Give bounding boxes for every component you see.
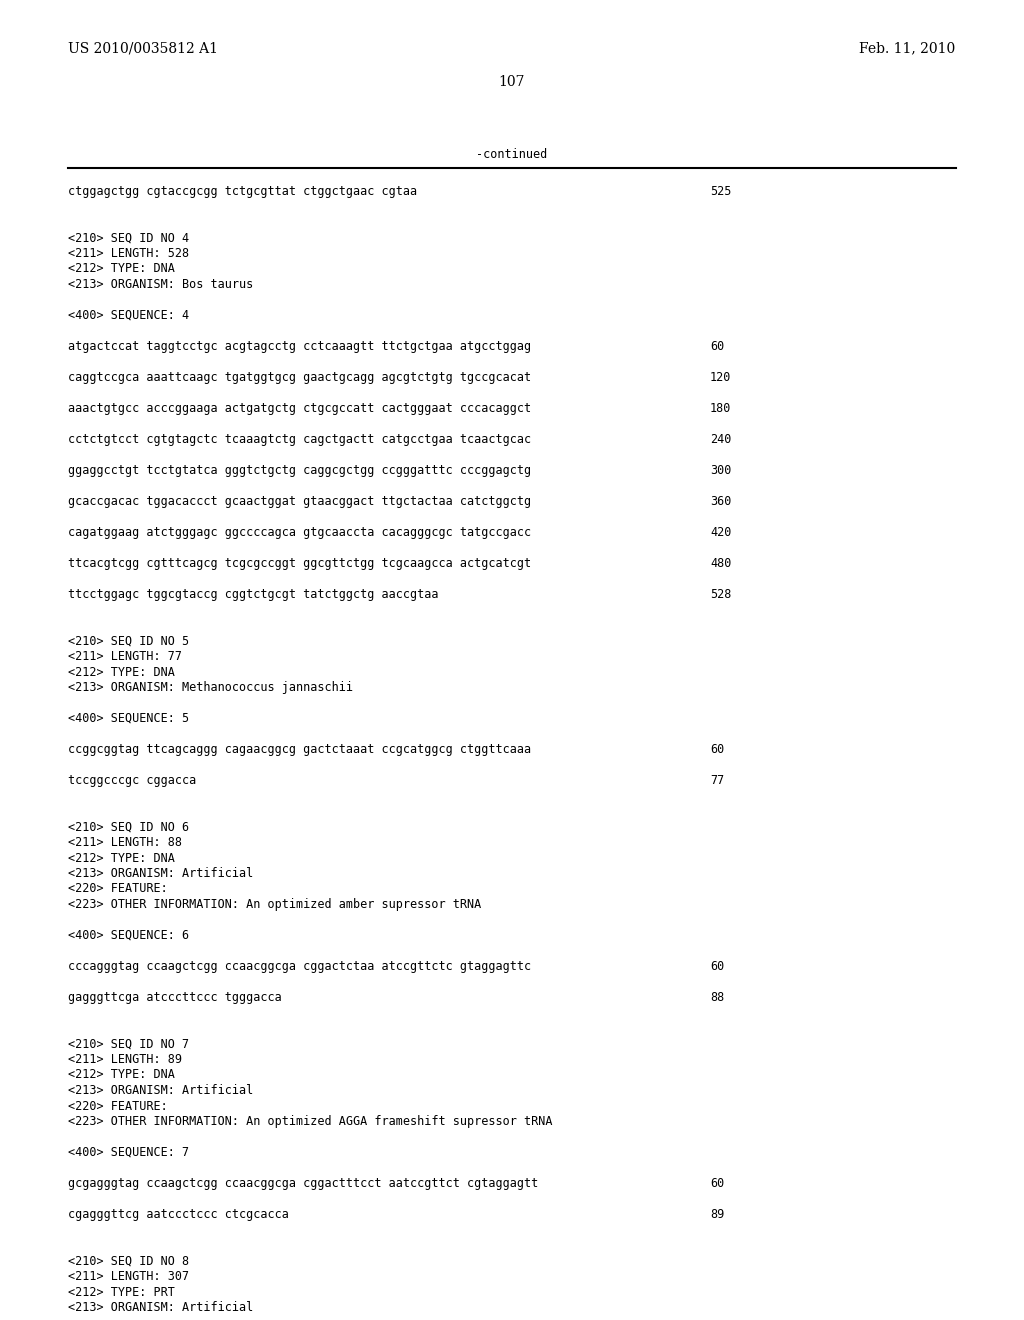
Text: Feb. 11, 2010: Feb. 11, 2010 [859, 41, 955, 55]
Text: <211> LENGTH: 528: <211> LENGTH: 528 [68, 247, 189, 260]
Text: cctctgtcct cgtgtagctc tcaaagtctg cagctgactt catgcctgaa tcaactgcac: cctctgtcct cgtgtagctc tcaaagtctg cagctga… [68, 433, 531, 446]
Text: 300: 300 [710, 465, 731, 477]
Text: <210> SEQ ID NO 5: <210> SEQ ID NO 5 [68, 635, 189, 648]
Text: <211> LENGTH: 89: <211> LENGTH: 89 [68, 1053, 182, 1067]
Text: 180: 180 [710, 403, 731, 414]
Text: 60: 60 [710, 960, 724, 973]
Text: 77: 77 [710, 774, 724, 787]
Text: <210> SEQ ID NO 4: <210> SEQ ID NO 4 [68, 231, 189, 244]
Text: US 2010/0035812 A1: US 2010/0035812 A1 [68, 41, 218, 55]
Text: <210> SEQ ID NO 7: <210> SEQ ID NO 7 [68, 1038, 189, 1051]
Text: ttcacgtcgg cgtttcagcg tcgcgccggt ggcgttctgg tcgcaagcca actgcatcgt: ttcacgtcgg cgtttcagcg tcgcgccggt ggcgttc… [68, 557, 531, 570]
Text: aaactgtgcc acccggaaga actgatgctg ctgcgccatt cactgggaat cccacaggct: aaactgtgcc acccggaaga actgatgctg ctgcgcc… [68, 403, 531, 414]
Text: 528: 528 [710, 587, 731, 601]
Text: <212> TYPE: DNA: <212> TYPE: DNA [68, 1068, 175, 1081]
Text: 360: 360 [710, 495, 731, 508]
Text: gagggttcga atcccttccc tgggacca: gagggttcga atcccttccc tgggacca [68, 991, 282, 1005]
Text: <213> ORGANISM: Bos taurus: <213> ORGANISM: Bos taurus [68, 279, 253, 290]
Text: <400> SEQUENCE: 4: <400> SEQUENCE: 4 [68, 309, 189, 322]
Text: <211> LENGTH: 77: <211> LENGTH: 77 [68, 649, 182, 663]
Text: ctggagctgg cgtaccgcgg tctgcgttat ctggctgaac cgtaa: ctggagctgg cgtaccgcgg tctgcgttat ctggctg… [68, 185, 417, 198]
Text: 60: 60 [710, 1177, 724, 1191]
Text: <213> ORGANISM: Artificial: <213> ORGANISM: Artificial [68, 867, 253, 880]
Text: <213> ORGANISM: Artificial: <213> ORGANISM: Artificial [68, 1084, 253, 1097]
Text: <212> TYPE: DNA: <212> TYPE: DNA [68, 665, 175, 678]
Text: cgagggttcg aatccctccc ctcgcacca: cgagggttcg aatccctccc ctcgcacca [68, 1208, 289, 1221]
Text: atgactccat taggtcctgc acgtagcctg cctcaaagtt ttctgctgaa atgcctggag: atgactccat taggtcctgc acgtagcctg cctcaaa… [68, 341, 531, 352]
Text: 60: 60 [710, 743, 724, 756]
Text: ccggcggtag ttcagcaggg cagaacggcg gactctaaat ccgcatggcg ctggttcaaa: ccggcggtag ttcagcaggg cagaacggcg gactcta… [68, 743, 531, 756]
Text: 480: 480 [710, 557, 731, 570]
Text: <223> OTHER INFORMATION: An optimized amber supressor tRNA: <223> OTHER INFORMATION: An optimized am… [68, 898, 481, 911]
Text: cccagggtag ccaagctcgg ccaacggcga cggactctaa atccgttctc gtaggagttc: cccagggtag ccaagctcgg ccaacggcga cggactc… [68, 960, 531, 973]
Text: <400> SEQUENCE: 5: <400> SEQUENCE: 5 [68, 711, 189, 725]
Text: <212> TYPE: DNA: <212> TYPE: DNA [68, 851, 175, 865]
Text: ttcctggagc tggcgtaccg cggtctgcgt tatctggctg aaccgtaa: ttcctggagc tggcgtaccg cggtctgcgt tatctgg… [68, 587, 438, 601]
Text: gcaccgacac tggacaccct gcaactggat gtaacggact ttgctactaa catctggctg: gcaccgacac tggacaccct gcaactggat gtaacgg… [68, 495, 531, 508]
Text: <400> SEQUENCE: 6: <400> SEQUENCE: 6 [68, 929, 189, 942]
Text: <210> SEQ ID NO 6: <210> SEQ ID NO 6 [68, 821, 189, 833]
Text: caggtccgca aaattcaagc tgatggtgcg gaactgcagg agcgtctgtg tgccgcacat: caggtccgca aaattcaagc tgatggtgcg gaactgc… [68, 371, 531, 384]
Text: <212> TYPE: DNA: <212> TYPE: DNA [68, 263, 175, 276]
Text: <400> SEQUENCE: 7: <400> SEQUENCE: 7 [68, 1146, 189, 1159]
Text: 120: 120 [710, 371, 731, 384]
Text: cagatggaag atctgggagc ggccccagca gtgcaaccta cacagggcgc tatgccgacc: cagatggaag atctgggagc ggccccagca gtgcaac… [68, 525, 531, 539]
Text: 88: 88 [710, 991, 724, 1005]
Text: ggaggcctgt tcctgtatca gggtctgctg caggcgctgg ccgggatttc cccggagctg: ggaggcctgt tcctgtatca gggtctgctg caggcgc… [68, 465, 531, 477]
Text: 420: 420 [710, 525, 731, 539]
Text: <220> FEATURE:: <220> FEATURE: [68, 883, 168, 895]
Text: <213> ORGANISM: Artificial: <213> ORGANISM: Artificial [68, 1302, 253, 1313]
Text: <220> FEATURE:: <220> FEATURE: [68, 1100, 168, 1113]
Text: <210> SEQ ID NO 8: <210> SEQ ID NO 8 [68, 1254, 189, 1267]
Text: 89: 89 [710, 1208, 724, 1221]
Text: 107: 107 [499, 75, 525, 88]
Text: <223> OTHER INFORMATION: An optimized AGGA frameshift supressor tRNA: <223> OTHER INFORMATION: An optimized AG… [68, 1115, 553, 1129]
Text: 525: 525 [710, 185, 731, 198]
Text: gcgagggtag ccaagctcgg ccaacggcga cggactttcct aatccgttct cgtaggagtt: gcgagggtag ccaagctcgg ccaacggcga cggactt… [68, 1177, 539, 1191]
Text: <211> LENGTH: 88: <211> LENGTH: 88 [68, 836, 182, 849]
Text: <212> TYPE: PRT: <212> TYPE: PRT [68, 1286, 175, 1299]
Text: tccggcccgc cggacca: tccggcccgc cggacca [68, 774, 197, 787]
Text: 60: 60 [710, 341, 724, 352]
Text: <213> ORGANISM: Methanococcus jannaschii: <213> ORGANISM: Methanococcus jannaschii [68, 681, 353, 694]
Text: -continued: -continued [476, 149, 548, 161]
Text: <211> LENGTH: 307: <211> LENGTH: 307 [68, 1270, 189, 1283]
Text: 240: 240 [710, 433, 731, 446]
